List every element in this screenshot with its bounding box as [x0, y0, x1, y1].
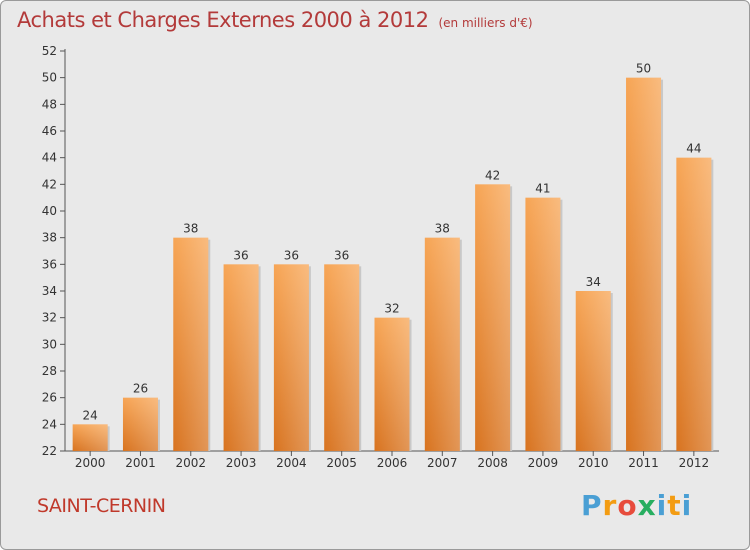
bar-highlight [525, 197, 561, 451]
x-tick-label: 2000 [75, 456, 106, 470]
bar-value-label: 32 [384, 302, 399, 316]
y-tick-label: 44 [42, 151, 57, 165]
y-tick-label: 22 [42, 444, 57, 458]
logo-letter: o [617, 489, 638, 522]
y-tick-label: 48 [42, 97, 57, 111]
x-tick-label: 2011 [628, 456, 659, 470]
bar-value-label: 44 [686, 142, 701, 156]
logo-letter: x [637, 489, 657, 522]
y-tick-label: 52 [42, 44, 57, 58]
y-tick-label: 28 [42, 364, 57, 378]
bar-value-label: 42 [485, 168, 500, 182]
bar-value-label: 34 [586, 275, 601, 289]
proxiti-logo[interactable]: Proxiti [581, 489, 692, 522]
x-tick-label: 2002 [175, 456, 206, 470]
x-tick-label: 2009 [528, 456, 559, 470]
logo-letter: t [667, 489, 682, 522]
chart-bars [72, 77, 714, 452]
bar-highlight [122, 397, 158, 451]
bar-highlight [173, 237, 209, 451]
bar-highlight [626, 77, 662, 452]
logo-letter: i [656, 489, 668, 522]
chart-title: Achats et Charges Externes 2000 à 2012 (e… [17, 8, 533, 32]
x-tick-label: 2010 [578, 456, 609, 470]
chart-data-labels: 24 26 38 36 36 36 32 38 42 41 34 50 44 [83, 62, 702, 423]
bar-value-label: 24 [83, 408, 98, 422]
bar-highlight [324, 264, 360, 451]
bar-highlight [72, 424, 108, 451]
bar-value-label: 38 [183, 222, 198, 236]
y-tick-label: 40 [42, 204, 57, 218]
y-tick-label: 30 [42, 337, 57, 351]
chart-title-text: Achats et Charges Externes 2000 à 2012 [17, 8, 429, 32]
y-tick-label: 38 [42, 231, 57, 245]
x-tick-label: 2007 [427, 456, 458, 470]
bar-highlight [676, 157, 712, 451]
bar-value-label: 36 [284, 248, 299, 262]
chart-subtitle: (en milliers d'€) [438, 16, 533, 30]
bar-highlight [374, 317, 410, 451]
x-tick-label: 2008 [477, 456, 508, 470]
x-tick-label: 2004 [276, 456, 307, 470]
logo-letter: i [681, 489, 693, 522]
commune-name: SAINT-CERNIN [37, 495, 166, 517]
bar-highlight [424, 237, 460, 451]
chart-axes: 22 24 26 28 30 32 34 36 38 40 42 44 46 48 50 52 2000 2001… [42, 44, 719, 470]
bar-value-label: 38 [435, 222, 450, 236]
x-tick-label: 2003 [226, 456, 257, 470]
y-tick-label: 24 [42, 417, 57, 431]
logo-letter: P [581, 489, 603, 522]
x-tick-label: 2001 [125, 456, 156, 470]
y-tick-label: 32 [42, 311, 57, 325]
y-tick-label: 26 [42, 391, 57, 405]
bar-highlight [575, 291, 611, 451]
x-tick-label: 2005 [326, 456, 357, 470]
y-tick-label: 34 [42, 284, 57, 298]
bar-value-label: 41 [535, 182, 550, 196]
bar-value-label: 50 [636, 62, 651, 76]
bar-value-label: 36 [334, 248, 349, 262]
bar-highlight [273, 264, 309, 451]
y-tick-label: 50 [42, 71, 57, 85]
bar-highlight [475, 184, 511, 452]
y-tick-label: 36 [42, 257, 57, 271]
bar-value-label: 26 [133, 382, 148, 396]
y-tick-label: 42 [42, 177, 57, 191]
bar-value-label: 36 [233, 248, 248, 262]
x-tick-label: 2006 [377, 456, 408, 470]
logo-letter: r [602, 489, 618, 522]
bar-highlight [223, 264, 259, 451]
y-tick-label: 46 [42, 124, 57, 138]
x-tick-label: 2012 [679, 456, 710, 470]
